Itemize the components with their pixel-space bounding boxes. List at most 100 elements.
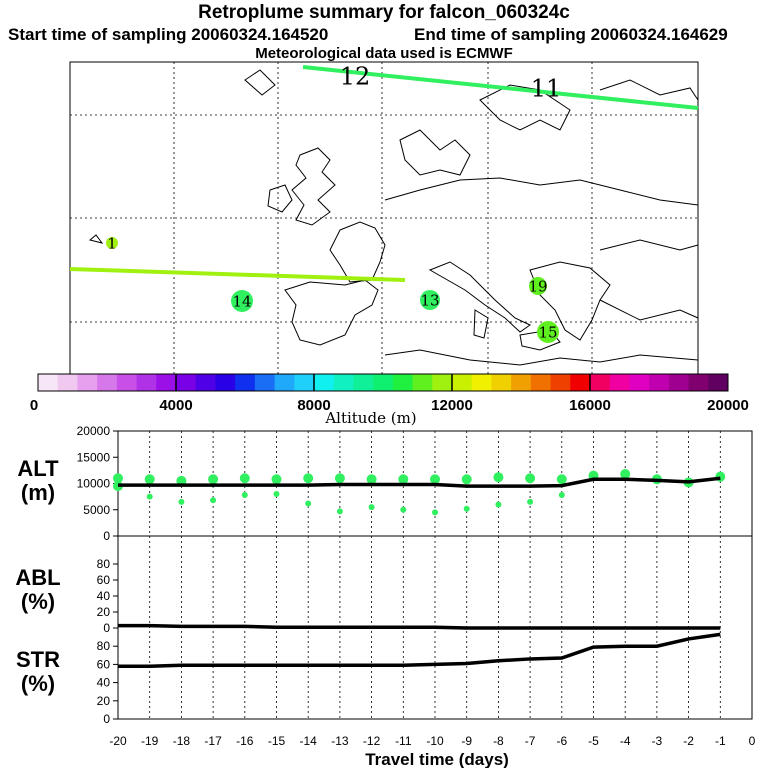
y-tick-label: 20 [97,694,111,708]
plume-marker [106,237,118,249]
altitude-point [432,509,438,516]
colorbar-swatch [609,374,630,391]
plume-marker [420,290,440,310]
y-tick-label: 0 [103,529,110,543]
x-axis-label: Travel time (days) [365,750,509,768]
altitude-point [430,474,440,485]
map-frame [69,61,699,375]
plume-marker [529,277,547,295]
plume-label: 15 [538,323,557,341]
y-tick-label: 60 [97,657,111,671]
colorbar-swatch [708,374,729,391]
colorbar-swatch [215,374,236,391]
altitude-point [146,493,153,500]
altitude-point [366,474,377,485]
series-line-alt [118,476,721,488]
plume-label: 1 [107,234,117,252]
x-tick-label: -3 [652,734,663,748]
altitude-point [144,474,155,485]
altitude-point [334,473,345,484]
colorbar-swatch [274,374,295,391]
y-tick-label: 40 [97,676,111,690]
y-tick-label: 15000 [77,450,111,464]
colorbar-swatch [471,374,492,391]
x-tick-label: -2 [683,734,694,748]
str-unit: (%) [21,671,55,696]
altitude-point [558,492,565,499]
y-tick-label: 60 [97,573,111,587]
colorbar-swatch [452,374,473,391]
altitude-point [461,474,472,485]
colorbar-swatch [333,374,354,391]
altitude-point [113,473,123,484]
colorbar-swatch [649,374,670,391]
colorbar-swatch [629,374,650,391]
altitude-point [493,472,504,483]
altitude-point [463,505,470,512]
colorbar-swatch [77,374,98,391]
altitude-point [368,504,375,511]
altitude-point [556,474,567,485]
plume-label: 13 [420,291,439,309]
y-tick-label: 5000 [83,503,110,517]
x-tick-label: -13 [331,734,349,748]
colorbar-tick: 20000 [707,397,749,414]
map-graticule [70,62,698,374]
colorbar-swatch [254,374,276,391]
x-tick-label: -5 [588,734,599,748]
x-tick-label: -11 [395,734,412,748]
colorbar-swatch [570,374,591,391]
altitude-point [400,506,407,513]
x-tick-label: -4 [620,734,631,748]
colorbar-swatch [314,374,335,391]
colorbar-swatch [511,374,532,391]
colorbar-swatch [195,374,216,391]
colorbar-swatch [176,374,197,391]
x-tick-label: -9 [461,734,472,748]
altitude-point [305,500,312,507]
series-line-str [118,632,721,668]
colorbar-swatch [235,374,256,391]
colorbar-swatch [550,374,571,391]
x-tick-label: -8 [493,734,504,748]
altitude-colorbar [37,373,729,392]
colorbar-swatch [38,374,59,391]
altitude-point [239,473,250,484]
colorbar-swatch [97,374,118,391]
met-data-label: Meteorological data used is ECMWF [255,45,513,62]
altitude-point [398,474,409,485]
colorbar-swatch [412,374,433,391]
trajectory-band-west [69,267,406,282]
x-tick-label: -19 [141,734,159,748]
y-tick-label: 80 [97,639,111,653]
altitude-point [336,508,343,515]
plume-label: 19 [528,277,547,295]
colorbar-tick: 0 [30,397,38,414]
coastlines [88,69,699,366]
plume-marker [231,290,253,312]
altitude-point [178,498,185,505]
plume-marker [537,321,559,343]
y-tick-label: 20 [97,605,111,619]
colorbar-swatch [116,374,138,391]
x-tick-label: -17 [204,734,222,748]
panels-frame [117,430,753,720]
altitude-point [527,498,534,505]
colorbar-swatch [432,374,453,391]
x-tick-label: -15 [268,734,286,748]
x-tick-label: -6 [556,734,567,748]
colorbar-swatch [57,374,78,391]
colorbar-tick: 16000 [569,397,611,414]
altitude-point [525,473,536,484]
alt-label: ALT [17,456,59,481]
plume-label: 14 [232,292,251,310]
x-tick-label: -12 [363,734,381,748]
colorbar-swatch [668,374,690,391]
colorbar-swatch [530,374,552,391]
colorbar-swatch [136,374,157,391]
y-tick-label: 20000 [77,424,111,438]
y-tick-label: 80 [97,557,111,571]
colorbar-tick: 8000 [297,397,330,414]
